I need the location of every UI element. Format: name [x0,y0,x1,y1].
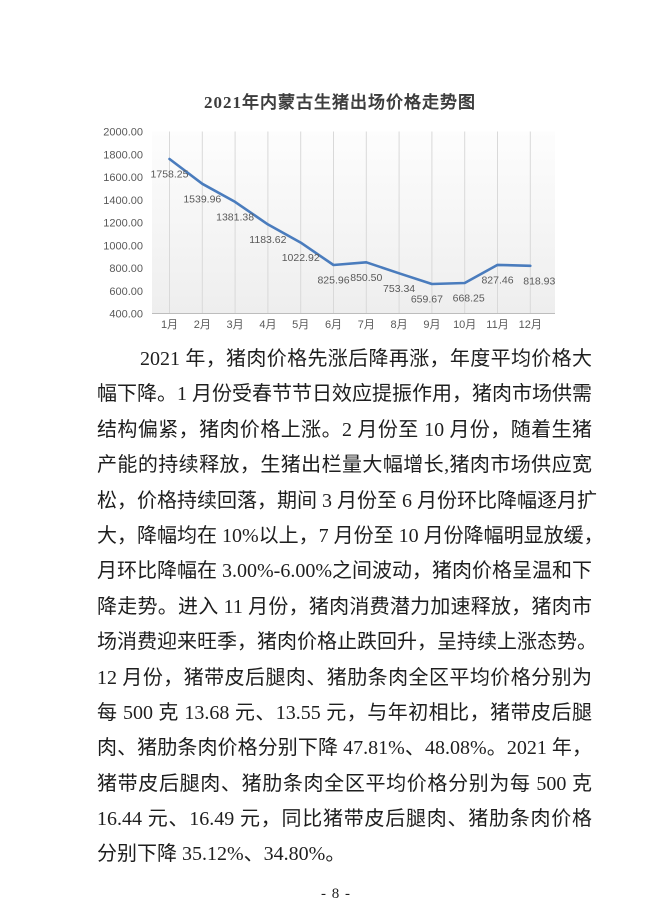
paragraph-line: 月环比降幅在 3.00%-6.00%之间波动，猪肉价格呈温和下 [97,560,592,583]
page-number: - 8 - [321,886,351,902]
plot-area [152,131,555,314]
x-axis-tick-label: 10月 [453,319,476,331]
data-label: 825.96 [317,275,349,287]
paragraph-line: 猪带皮后腿肉、猪肋条肉全区平均价格分别为每 500 克 [97,772,592,795]
data-label: 659.67 [411,293,443,305]
data-label: 1183.62 [249,234,286,246]
data-labels: 1758.25 1539.96 1381.38 1183.62 1022.92 825.9… [151,168,556,305]
y-axis-tick-label: 600.00 [109,286,143,298]
data-label: 1381.38 [216,211,254,223]
x-axis-tick-label: 6月 [325,319,342,331]
paragraph-line: 降走势。进入 11 月份，猪肉消费潜力加速释放，猪肉市 [97,595,592,618]
paragraph-line: 松，价格持续回落，期间 3 月份至 6 月份环比降幅逐月扩 [97,489,597,512]
y-axis-tick-label: 1000.00 [103,240,143,252]
y-axis-tick-label: 400.00 [109,309,143,321]
y-axis-labels: 2000.00 1800.00 1600.00 1400.00 1200.00 1000.… [103,127,143,321]
x-axis-tick-label: 9月 [423,319,440,331]
y-axis-tick-label: 1200.00 [103,218,143,230]
paragraph-line: 每 500 克 13.68 元、13.55 元，与年初相比，猪带皮后腿 [97,701,592,724]
data-label: 1539.96 [183,193,221,205]
paragraph-line: 2021 年，猪肉价格先涨后降再涨，年度平均价格大 [140,348,592,370]
paragraph-line: 肉、猪肋条肉价格分别下降 47.81%、48.08%。2021 年， [97,737,592,760]
data-label: 850.50 [350,272,382,284]
y-axis-tick-label: 800.00 [109,263,143,275]
paragraph-line: 大，降幅均在 10%以上，7 月份至 10 月份降幅明显放缓， [97,524,604,547]
data-label: 1022.92 [282,252,320,264]
report-paragraph: 2021 年，猪肉价格先涨后降再涨，年度平均价格大幅下降。1 月份受春节节日效应… [97,342,604,873]
chart-title: 2021年内蒙古生猪出场价格走势图 [204,93,476,112]
paragraph-line: 16.44 元、16.49 元，同比猪带皮后腿肉、猪肋条肉价格 [97,808,592,831]
data-label: 753.34 [383,283,415,295]
paragraph-line: 产能的持续释放，生猪出栏量大幅增长,猪肉市场供应宽 [97,454,592,477]
x-axis-tick-label: 4月 [259,319,276,331]
x-axis-tick-label: 2月 [194,319,211,331]
x-axis-tick-label: 8月 [391,319,408,331]
paragraph-line: 场消费迎来旺季，猪肉价格止跌回升，呈持续上涨态势。 [97,631,597,654]
paragraph-line: 分别下降 35.12%、34.80%。 [97,843,346,866]
paragraph-line: 12 月份，猪带皮后腿肉、猪肋条肉全区平均价格分别为 [97,666,592,689]
x-axis-labels: 1月 2月 3月 4月 5月 6月 7月 8月 9月 10月 11月 12月 [161,319,542,331]
x-axis-tick-label: 12月 [519,319,542,331]
data-label: 668.25 [453,292,485,304]
x-axis-tick-label: 11月 [486,319,508,331]
data-label: 818.93 [523,275,555,287]
data-label: 1758.25 [151,168,189,180]
x-axis-tick-label: 1月 [161,319,178,331]
y-axis-tick-label: 1800.00 [103,149,143,161]
paragraph-line: 结构偏紧，猪肉价格上涨。2 月份至 10 月份，随着生猪 [97,418,592,441]
x-axis-tick-label: 3月 [227,319,244,331]
price-line-chart: 2000.00 1800.00 1600.00 1400.00 1200.00 1000.… [103,127,556,332]
x-axis-tick-label: 5月 [292,319,309,331]
y-axis-tick-label: 1400.00 [103,195,143,207]
y-axis-tick-label: 1600.00 [103,172,143,184]
price-series-line [168,157,532,286]
paragraph-line: 幅下降。1 月份受春节节日效应提振作用，猪肉市场供需 [97,383,592,406]
y-axis-tick-label: 2000.00 [103,127,143,139]
x-axis-tick-label: 7月 [358,319,375,331]
data-label: 827.46 [481,274,513,286]
